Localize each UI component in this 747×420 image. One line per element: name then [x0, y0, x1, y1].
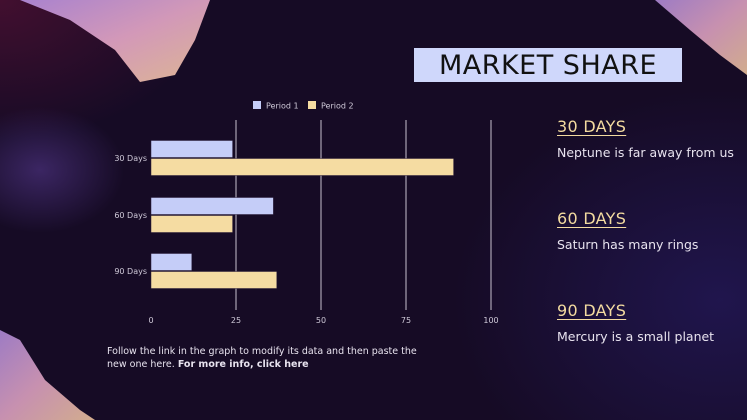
x-tick-label: 75 [401, 316, 411, 325]
footnote: Follow the link in the graph to modify i… [107, 345, 417, 371]
legend-label: Period 1 [266, 102, 299, 111]
blob-top-left [20, 0, 210, 82]
blob-top-right [655, 0, 747, 75]
x-tick-label: 100 [483, 316, 498, 325]
x-tick-label: 0 [148, 316, 153, 325]
legend-swatch [308, 101, 316, 109]
section-text: Mercury is a small planet [557, 329, 715, 344]
x-tick-label: 50 [316, 316, 326, 325]
blob-bottom-left [0, 330, 95, 420]
section-heading: 30 DAYS [557, 117, 627, 136]
bar-period-1 [150, 140, 233, 158]
bar-period-1 [150, 253, 193, 271]
title-box: MARKET SHARE [414, 48, 682, 82]
y-category-label: 60 Days [114, 211, 147, 220]
bar-period-1 [150, 197, 274, 215]
page-title: MARKET SHARE [438, 49, 658, 81]
y-category-label: 30 Days [114, 154, 147, 163]
section-heading: 90 DAYS [557, 301, 627, 320]
section-30-days: 30 DAYS Neptune is far away from us [557, 117, 737, 162]
section-text: Saturn has many rings [557, 237, 699, 252]
bar-period-2 [150, 158, 454, 176]
section-heading: 60 DAYS [557, 209, 627, 228]
section-60-days: 60 DAYS Saturn has many rings [557, 209, 737, 254]
more-info-link[interactable]: For more info, click here [177, 359, 309, 370]
section-90-days: 90 DAYS Mercury is a small planet [557, 301, 737, 346]
bar-period-2 [150, 215, 233, 233]
x-tick-label: 25 [231, 316, 241, 325]
section-text: Neptune is far away from us [557, 145, 734, 160]
legend-swatch [253, 101, 261, 109]
footnote-text: Follow the link in the graph to modify i… [107, 346, 417, 370]
bar-period-2 [150, 271, 278, 289]
legend-label: Period 2 [321, 102, 354, 111]
y-category-label: 90 Days [114, 267, 147, 276]
